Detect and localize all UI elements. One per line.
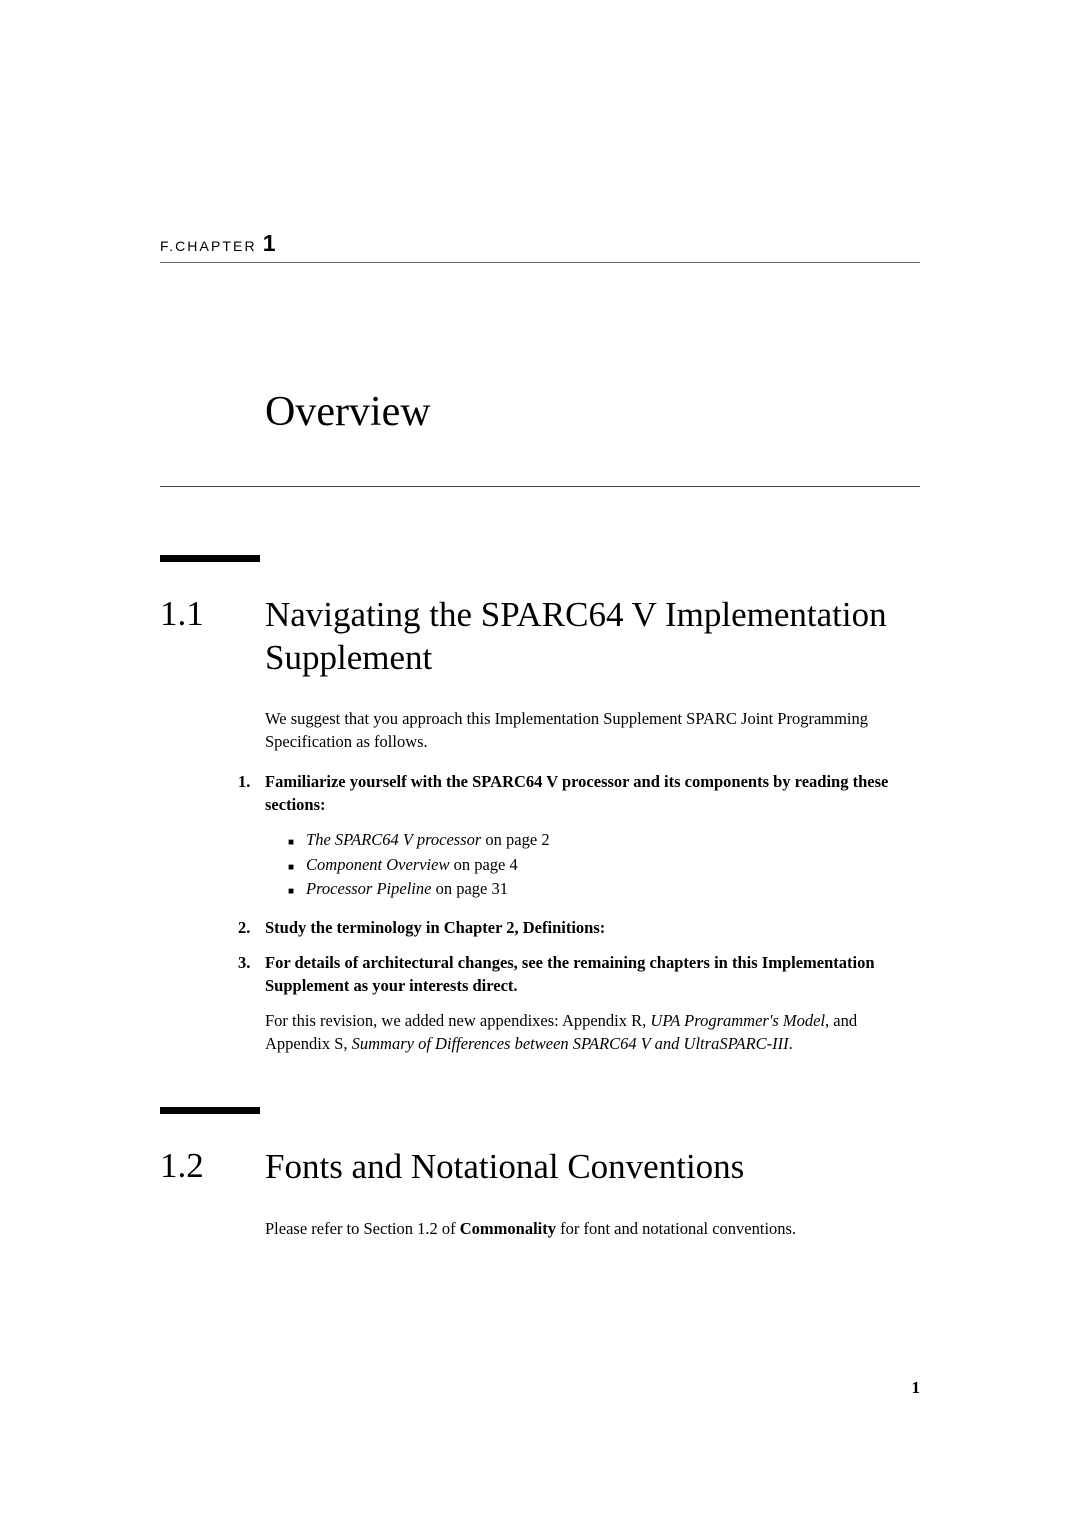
list-item-2-text: Study the terminology in Chapter 2, Defi… (265, 916, 605, 939)
bullet-1-content: The SPARC64 V processor on page 2 (306, 828, 550, 853)
list-item-2-num: 2. (238, 916, 265, 939)
bullet-icon: ■ (288, 884, 294, 899)
list-item-3-text: For details of architectural changes, se… (265, 951, 920, 997)
chapter-label: F.CHAPTER 1 (160, 230, 920, 263)
section-2: 1.2 Fonts and Notational Conventions Ple… (160, 1107, 920, 1240)
page-number: 1 (912, 1378, 921, 1398)
section-2-header: 1.2 Fonts and Notational Conventions (160, 1146, 920, 1189)
bullet-list: ■ The SPARC64 V processor on page 2 ■ Co… (288, 828, 920, 902)
chapter-number: 1 (263, 230, 278, 256)
bullet-item-3: ■ Processor Pipeline on page 31 (288, 877, 920, 902)
list-item-1-num: 1. (238, 770, 265, 816)
list-item-1: 1. Familiarize yourself with the SPARC64… (238, 770, 920, 816)
list-item-1-text: Familiarize yourself with the SPARC64 V … (265, 770, 920, 816)
bullet-3-content: Processor Pipeline on page 31 (306, 877, 508, 902)
list-item-2: 2. Study the terminology in Chapter 2, D… (238, 916, 920, 939)
section-1-title: Navigating the SPARC64 V Implementation … (265, 594, 920, 679)
section-2-title: Fonts and Notational Conventions (265, 1146, 744, 1189)
bullet-item-2: ■ Component Overview on page 4 (288, 853, 920, 878)
section-bar (160, 1107, 260, 1114)
title-rule (160, 486, 920, 487)
list-item-3: 3. For details of architectural changes,… (238, 951, 920, 997)
list-item-3-num: 3. (238, 951, 265, 997)
section-2-body: Please refer to Section 1.2 of Commonali… (265, 1217, 920, 1240)
page-content: F.CHAPTER 1 Overview 1.1 Navigating the … (0, 0, 1080, 1240)
section-2-number: 1.2 (160, 1146, 265, 1186)
bullet-icon: ■ (288, 860, 294, 875)
section-1-number: 1.1 (160, 594, 265, 634)
section-1-closing: For this revision, we added new appendix… (265, 1009, 920, 1055)
chapter-title: Overview (265, 388, 920, 436)
bullet-2-content: Component Overview on page 4 (306, 853, 518, 878)
section-1-intro: We suggest that you approach this Implem… (265, 707, 920, 753)
chapter-label-prefix: F.CHAPTER (160, 238, 257, 254)
section-1-header: 1.1 Navigating the SPARC64 V Implementat… (160, 594, 920, 679)
bullet-icon: ■ (288, 835, 294, 850)
section-bar (160, 555, 260, 562)
bullet-item-1: ■ The SPARC64 V processor on page 2 (288, 828, 920, 853)
